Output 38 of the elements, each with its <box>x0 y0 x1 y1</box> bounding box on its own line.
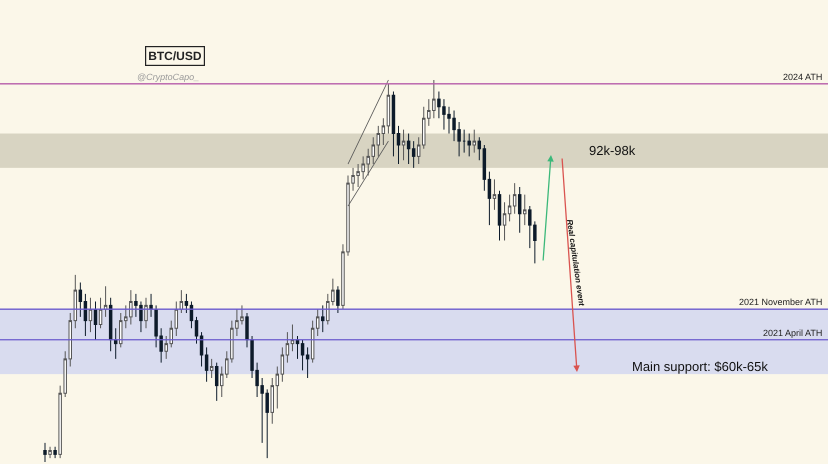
ref-line-label: 2021 April ATH <box>763 328 822 338</box>
candlestick <box>402 129 406 161</box>
candlestick <box>214 362 218 402</box>
candlestick <box>498 190 502 241</box>
candlestick <box>341 244 345 310</box>
candlestick <box>492 178 496 210</box>
candlestick <box>296 335 300 360</box>
candlestick <box>114 328 118 360</box>
candlestick <box>467 132 471 157</box>
candlestick <box>88 297 92 333</box>
ref-line-label: 2024 ATH <box>783 72 822 82</box>
candlestick <box>180 290 184 314</box>
candlestick <box>48 446 52 459</box>
candlestick <box>108 297 112 352</box>
band-label: 92k-98k <box>589 143 636 158</box>
candlestick <box>149 293 153 318</box>
candlestick <box>104 286 108 318</box>
candlestick <box>396 125 400 165</box>
candlestick <box>94 301 98 340</box>
candlestick <box>194 316 198 344</box>
candlestick <box>43 442 47 462</box>
candlestick <box>523 194 526 226</box>
text: BTC/USD <box>148 49 202 64</box>
candlestick <box>392 90 396 157</box>
annotation: @CryptoCapo_ <box>137 72 200 82</box>
candlestick <box>210 358 214 378</box>
candlestick <box>472 129 476 154</box>
candlestick <box>336 286 340 314</box>
band-label: Main support: $60k-65k <box>632 359 768 374</box>
ref-line-label: 2021 November ATH <box>739 297 822 307</box>
candlestick <box>462 129 466 154</box>
text: Real capitulation event <box>565 218 586 307</box>
candlestick <box>518 186 522 234</box>
candlestick <box>321 304 324 333</box>
candlestick <box>447 106 451 134</box>
candlestick <box>144 297 148 329</box>
candlestick <box>53 446 57 459</box>
candlestick <box>98 297 102 329</box>
